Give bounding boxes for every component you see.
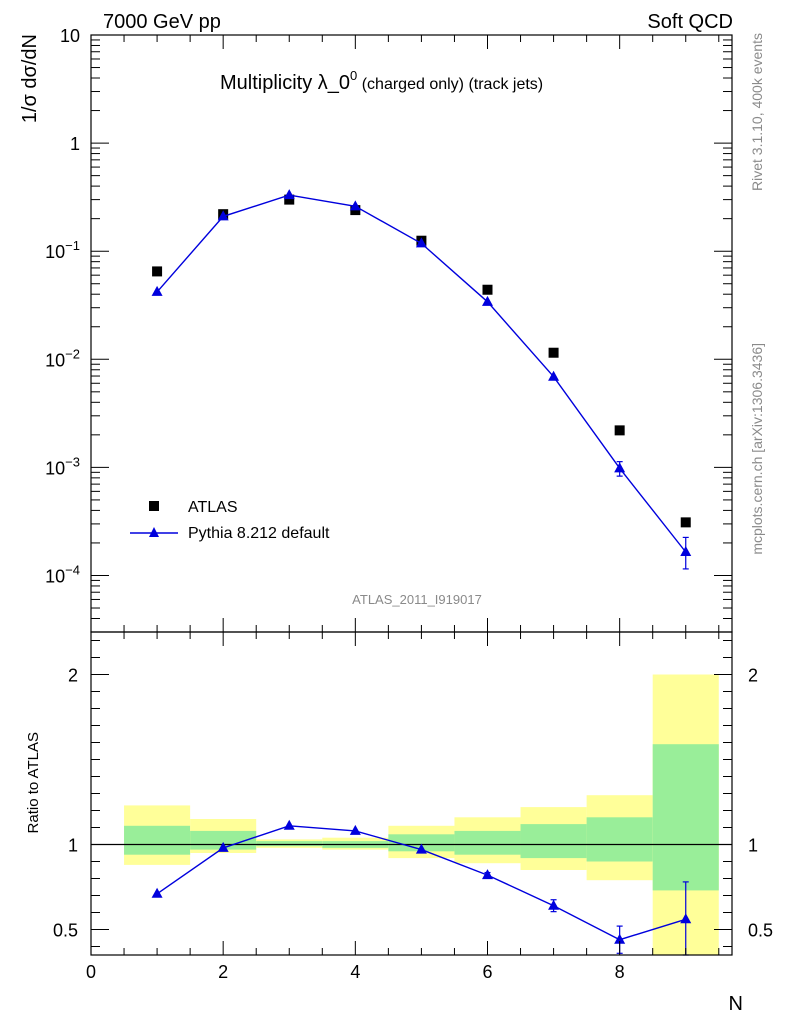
main-frame [90,34,733,633]
pythia-point-6 [481,295,493,306]
x-tick-label-0: 0 [86,962,96,982]
ratio-band-inner-1 [124,825,191,855]
ratio-pythia-point-1 [151,887,163,898]
ratio-pythia-point-3 [283,819,295,830]
ratio-y-tick-label-right-2: 2 [748,666,758,686]
legend-marker-atlas [149,501,159,511]
ratio-band-inner-7 [520,824,587,859]
legend-label-atlas: ATLAS [188,499,238,516]
ratio-y-tick-label-right-0.5: 0.5 [748,921,773,941]
main-y-tick-label-exp: −4 [65,562,80,577]
main-series-layer [151,189,692,570]
main-y-tick-label-base: 10 [45,458,65,478]
main-y-tick-label-base: 10 [45,350,65,370]
atlas-point-1 [152,266,163,277]
main-title-text: Multiplicity λ_0 [220,72,350,94]
atlas-point-3 [284,194,295,205]
ratio-y-tick-label-right-1: 1 [748,836,758,856]
ratio-pythia-point-6 [481,869,493,880]
ratio-band-inner-8 [586,817,653,862]
ratio-frame [90,631,733,956]
ratio-pythia-point-7 [548,899,560,910]
main-ylabel: 1/σ dσ/dN [19,34,41,123]
main-y-tick-label-exp: −1 [65,238,80,253]
ratio-series-layer [91,674,732,956]
pythia-point-8 [614,462,626,473]
x-tick-label-4: 4 [350,962,360,982]
pythia-point-2 [217,210,229,221]
legend-label-pythia: Pythia 8.212 default [188,525,330,542]
ratio-pythia-point-4 [349,824,361,835]
ratio-pythia-point-9 [680,913,692,924]
ratio-pythia-point-5 [415,843,427,854]
x-axis-label: N [729,993,743,1015]
header-left: 7000 GeV pp [103,11,221,33]
atlas-point-6 [482,284,493,295]
pythia-point-1 [151,285,163,296]
legend-marker-pythia [149,527,159,537]
analysis-watermark: ATLAS_2011_I919017 [352,592,482,607]
ratio-y-tick-label-left-1: 1 [68,836,78,856]
ratio-band-inner-3 [256,841,323,847]
pythia-point-3 [283,189,295,200]
main-title-sup: 0 [350,68,357,83]
ratio-band-inner-5 [388,834,455,852]
pythia-point-9 [680,545,692,556]
main-y-tick-label-base: 10 [45,566,65,586]
atlas-point-8 [614,425,625,436]
main-y-tick-label-4: 10−2 [45,346,80,370]
ratio-y-tick-label-left-0.5: 0.5 [53,921,78,941]
x-tick-label-2: 2 [218,962,228,982]
main-y-tick-label-1: 10 [60,26,80,46]
main-y-tick-label-5: 10−3 [45,454,80,478]
ratio-y-tick-label-left-2: 2 [68,666,78,686]
ratio-band-inner-6 [454,830,521,855]
legend: ATLAS Pythia 8.212 default [130,499,330,542]
pythia-point-5 [415,237,427,248]
main-title: Multiplicity λ_00 (charged only) (track … [220,68,543,94]
main-y-tick-label-exp: −2 [65,346,80,361]
atlas-point-7 [548,347,559,358]
x-tick-label-8: 8 [615,962,625,982]
pythia-point-4 [349,200,361,211]
main-y-tick-label-exp: −3 [65,454,80,469]
header-right: Soft QCD [647,11,733,33]
main-title-suffix: (charged only) (track jets) [357,76,543,93]
main-y-tick-label-base: 10 [45,242,65,262]
pythia-point-7 [548,370,560,381]
atlas-point-9 [680,517,691,528]
x-tick-label-6: 6 [482,962,492,982]
rivet-label: Rivet 3.1.10, 400k events [749,33,765,191]
main-y-tick-label-3: 10−1 [45,238,80,262]
ratio-band-inner-9 [652,744,719,891]
main-y-tick-label-6: 10−4 [45,562,80,586]
main-y-tick-label-2: 1 [70,134,80,154]
mcplots-label: mcplots.cern.ch [arXiv:1306.3436] [749,343,765,555]
ratio-pythia-point-8 [614,933,626,944]
ratio-pythia-point-2 [217,841,229,852]
ratio-ylabel: Ratio to ATLAS [25,732,42,833]
